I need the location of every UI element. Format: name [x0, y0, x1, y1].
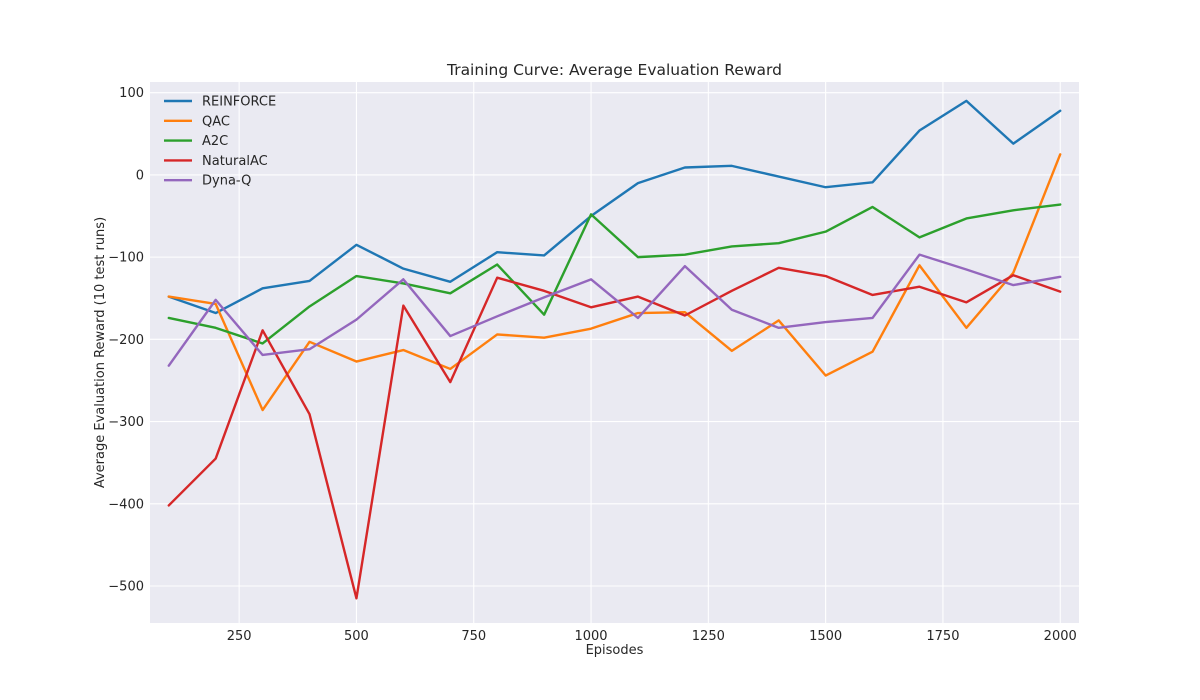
x-tick-label: 500	[344, 629, 369, 644]
series-line-a2c	[167, 203, 1062, 345]
chart-title: Training Curve: Average Evaluation Rewar…	[446, 61, 782, 79]
x-tick-label: 2000	[1044, 629, 1077, 644]
x-tick-label: 250	[227, 629, 252, 644]
legend-label: A2C	[202, 134, 228, 149]
y-axis-label: Average Evaluation Reward (10 test runs)	[93, 217, 108, 488]
legend-label: QAC	[202, 114, 230, 129]
series-line-naturalac	[167, 266, 1062, 600]
y-tick-label: −100	[108, 251, 144, 266]
x-axis-label: Episodes	[586, 643, 644, 658]
x-tick-label: 1750	[926, 629, 959, 644]
series-line-reinforce	[167, 99, 1062, 315]
grid-lines	[150, 82, 1079, 623]
series-lines	[167, 99, 1062, 600]
legend-label: Dyna-Q	[202, 174, 251, 189]
x-tick-label: 1250	[692, 629, 725, 644]
x-tick-label: 750	[461, 629, 486, 644]
y-tick-label: −400	[108, 497, 144, 512]
legend-label: REINFORCE	[202, 95, 276, 110]
y-tick-label: −300	[108, 415, 144, 430]
y-tick-label: 0	[136, 168, 144, 183]
plot-area	[150, 82, 1079, 623]
x-tick-label: 1000	[574, 629, 607, 644]
x-tick-label: 1500	[809, 629, 842, 644]
y-tick-label: −500	[108, 580, 144, 595]
legend-label: NaturalAC	[202, 154, 268, 169]
y-tick-label: 100	[119, 86, 144, 101]
legend: REINFORCE QAC A2C NaturalAC Dyna-Q	[164, 95, 276, 189]
series-line-dyna-q	[167, 253, 1062, 367]
y-tick-label: −200	[108, 333, 144, 348]
tick-labels: 250 500 750 1000 1250 1500 1750 2000−500−400−30…	[108, 86, 1076, 644]
